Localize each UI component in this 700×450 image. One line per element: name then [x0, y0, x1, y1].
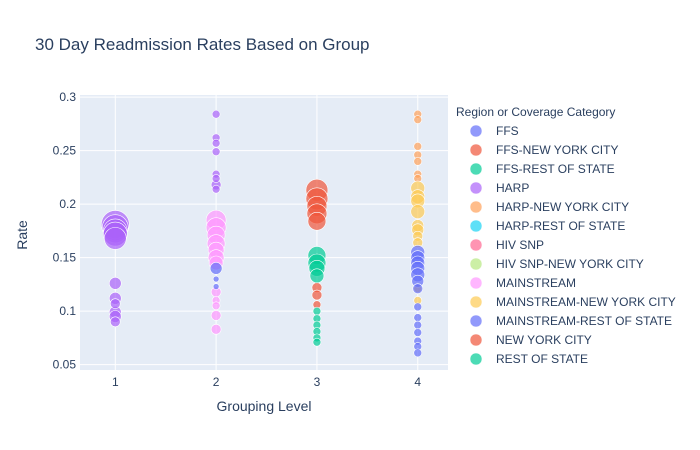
point-rest-of-state[interactable] — [312, 306, 322, 316]
point-mainstream-new-york-city[interactable] — [410, 204, 426, 219]
point-mainstream-rest-of-state[interactable] — [212, 275, 220, 283]
legend-item-mainstream[interactable]: MAINSTREAM — [469, 276, 576, 290]
legend-marker — [469, 181, 483, 195]
point-harp[interactable] — [211, 147, 221, 157]
x-tick-label: 2 — [213, 375, 220, 389]
y-tick-labels: 0.05 0.1 0.15 0.2 0.25 0.3 — [53, 90, 77, 372]
point-harp[interactable] — [109, 298, 121, 309]
legend-item-hiv-snp-new-york-city[interactable]: HIV SNP-NEW YORK CITY — [469, 257, 644, 271]
point-harp[interactable] — [211, 109, 221, 119]
legend-marker — [469, 276, 483, 290]
point-harp[interactable] — [109, 316, 121, 328]
y-tick-label: 0.15 — [53, 251, 77, 265]
point-mainstream[interactable] — [211, 301, 221, 311]
legend-marker — [469, 124, 483, 138]
point-mainstream-rest-of-state[interactable] — [413, 348, 423, 358]
legend-item-ffs[interactable]: FFS — [469, 124, 519, 138]
x-tick-label: 1 — [112, 375, 119, 389]
legend-label: FFS-REST OF STATE — [496, 162, 615, 176]
point-new-york-city[interactable] — [311, 289, 323, 301]
legend-item-rest-of-state[interactable]: REST OF STATE — [469, 352, 588, 366]
legend-items: FFS FFS-NEW YORK CITY FFS-REST OF STATE HAR… — [469, 124, 676, 366]
point-mainstream[interactable] — [210, 324, 222, 335]
legend-label: HARP-REST OF STATE — [496, 219, 625, 233]
legend-label: REST OF STATE — [496, 352, 588, 366]
legend-label: HIV SNP — [496, 238, 544, 252]
point-harp-new-york-city[interactable] — [413, 157, 423, 166]
point-rest-of-state[interactable] — [309, 268, 325, 284]
legend-item-hiv-snp[interactable]: HIV SNP — [469, 238, 544, 252]
point-mainstream[interactable] — [210, 310, 222, 321]
y-tick-label: 0.05 — [53, 358, 77, 372]
legend-item-mainstream-rest-of-state[interactable]: MAINSTREAM-REST OF STATE — [469, 314, 672, 328]
plot-area — [80, 95, 448, 370]
y-axis-title: Rate — [14, 220, 30, 250]
point-mainstream-rest-of-state[interactable] — [209, 262, 223, 275]
legend: Region or Coverage Category FFS FFS-NEW Y… — [456, 105, 676, 366]
legend-label: HARP-NEW YORK CITY — [496, 200, 629, 214]
legend-item-mainstream-new-york-city[interactable]: MAINSTREAM-NEW YORK CITY — [469, 295, 676, 309]
y-tick-label: 0.2 — [59, 197, 76, 211]
y-tick-label: 0.25 — [53, 144, 77, 158]
legend-item-ffs-rest-of-state[interactable]: FFS-REST OF STATE — [469, 162, 615, 176]
legend-label: HARP — [496, 181, 529, 195]
legend-item-harp-rest-of-state[interactable]: HARP-REST OF STATE — [469, 219, 625, 233]
point-mainstream-rest-of-state[interactable] — [413, 320, 423, 330]
legend-label: NEW YORK CITY — [496, 333, 592, 347]
legend-title: Region or Coverage Category — [456, 105, 615, 119]
y-tick-label: 0.1 — [59, 304, 76, 318]
legend-marker — [469, 257, 483, 271]
x-axis-title: Grouping Level — [217, 398, 312, 414]
legend-item-ffs-new-york-city[interactable]: FFS-NEW YORK CITY — [469, 143, 618, 157]
point-harp-new-york-city[interactable] — [413, 115, 423, 124]
point-mainstream-rest-of-state[interactable] — [413, 328, 423, 337]
point-harp[interactable] — [211, 174, 221, 183]
point-harp[interactable] — [108, 277, 122, 290]
point-harp[interactable] — [103, 227, 127, 250]
legend-label: FFS — [496, 124, 519, 138]
legend-marker — [469, 352, 483, 366]
legend-marker — [469, 162, 483, 176]
legend-label: HIV SNP-NEW YORK CITY — [496, 257, 644, 271]
x-tick-label: 4 — [414, 375, 421, 389]
legend-item-new-york-city[interactable]: NEW YORK CITY — [469, 333, 592, 347]
legend-item-harp[interactable]: HARP — [469, 181, 529, 195]
legend-marker — [469, 238, 483, 252]
point-new-york-city[interactable] — [307, 211, 327, 231]
legend-marker — [469, 200, 483, 214]
legend-item-harp-new-york-city[interactable]: HARP-NEW YORK CITY — [469, 200, 629, 214]
point-harp[interactable] — [211, 138, 221, 148]
point-harp-new-york-city[interactable] — [413, 142, 423, 151]
point-mainstream-rest-of-state[interactable] — [413, 313, 423, 322]
legend-marker — [469, 295, 483, 309]
chart-title: 30 Day Readmission Rates Based on Group — [35, 35, 370, 54]
point-mainstream-rest-of-state[interactable] — [212, 283, 220, 290]
legend-label: FFS-NEW YORK CITY — [496, 143, 618, 157]
data-points — [100, 109, 426, 358]
x-tick-label: 3 — [314, 375, 321, 389]
legend-marker — [469, 219, 483, 233]
point-mainstream-rest-of-state[interactable] — [413, 302, 423, 312]
legend-marker — [469, 333, 483, 347]
legend-label: MAINSTREAM-REST OF STATE — [496, 314, 672, 328]
x-tick-labels: 1 2 3 4 — [112, 375, 421, 389]
y-tick-label: 0.3 — [59, 90, 76, 104]
point-mainstream-rest-of-state[interactable] — [412, 283, 424, 294]
legend-label: MAINSTREAM-NEW YORK CITY — [496, 295, 676, 309]
legend-label: MAINSTREAM — [496, 276, 576, 290]
point-harp[interactable] — [211, 184, 221, 194]
legend-marker — [469, 314, 483, 328]
legend-marker — [469, 143, 483, 157]
point-rest-of-state[interactable] — [312, 337, 322, 347]
